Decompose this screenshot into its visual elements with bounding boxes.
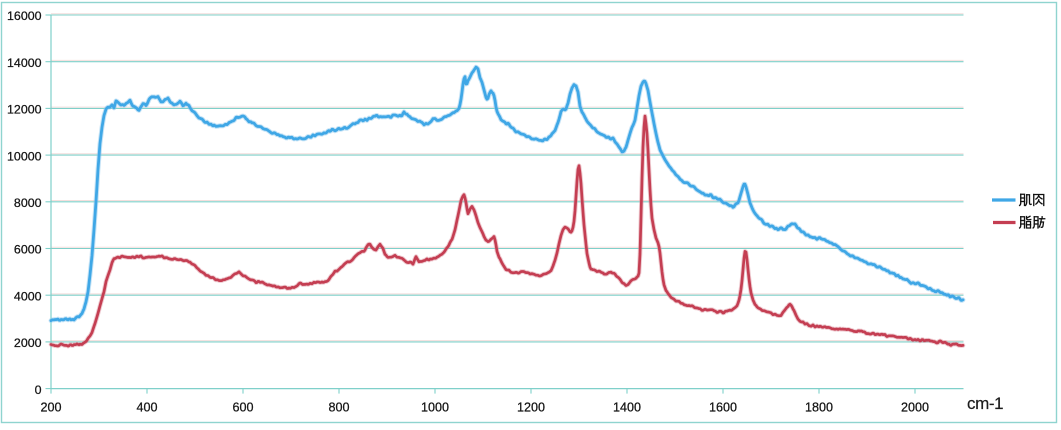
svg-text:0: 0 [35,383,42,397]
svg-text:14000: 14000 [7,56,42,70]
svg-text:12000: 12000 [7,103,42,117]
svg-text:10000: 10000 [7,149,42,163]
svg-text:1000: 1000 [421,401,449,415]
svg-text:cm-1: cm-1 [967,394,1003,413]
svg-text:1600: 1600 [709,401,737,415]
svg-text:4000: 4000 [14,289,42,303]
svg-text:600: 600 [232,401,253,415]
svg-text:1200: 1200 [517,401,545,415]
svg-text:2000: 2000 [901,401,929,415]
svg-text:200: 200 [40,401,61,415]
svg-text:16000: 16000 [7,9,42,23]
svg-text:400: 400 [136,401,157,415]
svg-text:1400: 1400 [613,401,641,415]
svg-text:2000: 2000 [14,336,42,350]
svg-text:800: 800 [328,401,349,415]
svg-text:6000: 6000 [14,243,42,257]
svg-text:1800: 1800 [805,401,833,415]
svg-text:8000: 8000 [14,196,42,210]
